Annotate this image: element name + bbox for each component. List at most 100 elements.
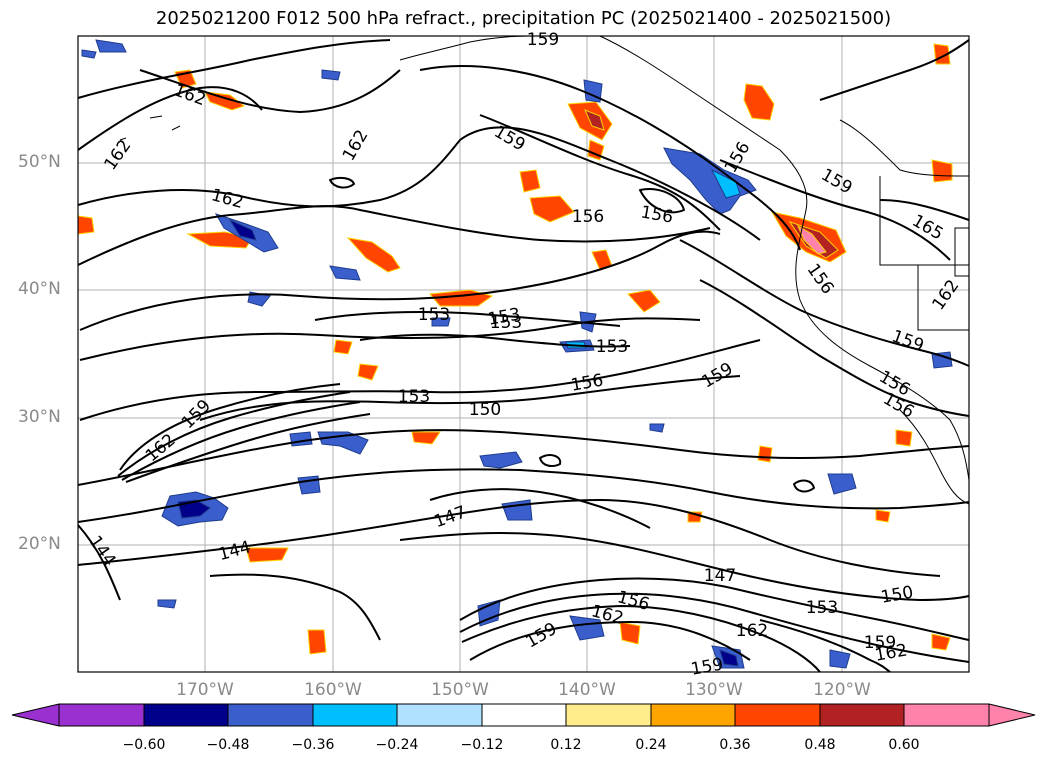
precip-patch (77, 215, 95, 235)
precip-patch (289, 431, 313, 447)
colorbar-bin (565, 703, 652, 727)
refractivity-contours (77, 39, 970, 673)
precip-patch (307, 629, 327, 655)
coastline (879, 176, 969, 266)
colorbar-extend-high (988, 703, 1036, 727)
lat-label: 20°N (18, 534, 61, 554)
colorbar-tick-label: 0.36 (719, 737, 751, 753)
contour-label: 159 (527, 30, 559, 50)
lon-label: 140°W (558, 680, 616, 700)
precip-patch (931, 351, 953, 369)
lat-label: 30°N (18, 407, 61, 427)
colorbar-tick-label: −0.60 (122, 737, 166, 753)
precip-patch (177, 499, 211, 519)
coastline (899, 409, 970, 505)
colorbar-bin (819, 703, 905, 727)
precip-patch (796, 224, 827, 255)
precip-patch (329, 265, 361, 281)
precip-patch (228, 218, 257, 241)
colorbar (11, 703, 1036, 727)
contour-line (759, 619, 891, 673)
contour-line (879, 199, 970, 221)
precip-patch (743, 83, 775, 121)
contour-line (719, 159, 951, 261)
colorbar-tick-label: −0.24 (375, 737, 419, 753)
colorbar-tick-label: 0.24 (635, 737, 667, 753)
precip-patch (479, 451, 523, 469)
precip-patch (569, 615, 605, 641)
colorbar-tick-label: 0.12 (550, 737, 582, 753)
gridlines (78, 36, 969, 672)
precip-patch (519, 169, 541, 193)
contour-line (479, 114, 721, 231)
lon-label: 160°W (304, 680, 362, 700)
contour-line (329, 176, 355, 189)
colorbar-tick-label: −0.12 (460, 737, 504, 753)
colorbar-bin (143, 703, 229, 727)
colorbar-bin (312, 703, 398, 727)
contour-line (79, 339, 761, 421)
precip-patch (663, 147, 757, 215)
contour-line (77, 205, 711, 266)
contour-line (359, 333, 631, 348)
map-background (78, 36, 969, 672)
colorbar-tick-label: −0.48 (206, 737, 250, 753)
precip-patch (411, 431, 441, 445)
precip-patch (357, 363, 379, 381)
contour-line (399, 532, 970, 601)
contour-line (419, 65, 801, 251)
contour-label: 147 (704, 566, 736, 586)
precip-patch (619, 621, 641, 645)
coastline (839, 119, 970, 177)
contour-line (117, 391, 351, 477)
lat-label: 40°N (18, 279, 61, 299)
lon-label: 170°W (176, 680, 234, 700)
contour-line (77, 429, 970, 486)
precip-patch (719, 649, 739, 667)
contour-label: 153 (398, 387, 430, 407)
contour-line (121, 401, 361, 481)
contour-line (77, 499, 941, 577)
precip-patch (895, 429, 913, 447)
precip-patch (81, 49, 97, 59)
contour-line (679, 239, 970, 367)
contour-line (793, 479, 815, 493)
contour-line (139, 69, 401, 113)
contour-line (209, 573, 381, 641)
precip-patch (931, 633, 951, 651)
colorbar-bin (227, 703, 314, 727)
precip-patch (477, 599, 501, 627)
lat-label: 50°N (18, 152, 61, 172)
precip-patch (584, 109, 605, 131)
lon-label: 150°W (431, 680, 489, 700)
contour-label: 153 (418, 305, 450, 325)
contour-label: 153 (806, 598, 838, 618)
contour-line (77, 468, 970, 523)
precip-patch (95, 39, 127, 53)
colorbar-tick-label: 0.60 (888, 737, 920, 753)
contour-line (639, 188, 685, 214)
coastlines (119, 35, 970, 505)
precip-patch (757, 445, 773, 463)
contour-line (79, 230, 721, 331)
contour-line (469, 621, 751, 661)
contour-line (77, 126, 761, 241)
colorbar-bin (396, 703, 483, 727)
contour-line (459, 592, 970, 663)
precip-patch (827, 473, 857, 495)
coastline (399, 35, 531, 61)
contour-line (429, 488, 651, 529)
colorbar-bin (903, 703, 990, 727)
precip-patch (204, 91, 246, 111)
contour-line (79, 317, 701, 361)
contour-line (119, 383, 341, 471)
contour-line (819, 39, 970, 101)
precip-patch (875, 509, 891, 523)
coastline (599, 35, 970, 481)
contour-label: 156 (572, 207, 604, 227)
contour-line (77, 39, 391, 99)
precip-patch (321, 69, 341, 81)
precip-patch (829, 649, 851, 669)
precip-patch (157, 599, 177, 609)
